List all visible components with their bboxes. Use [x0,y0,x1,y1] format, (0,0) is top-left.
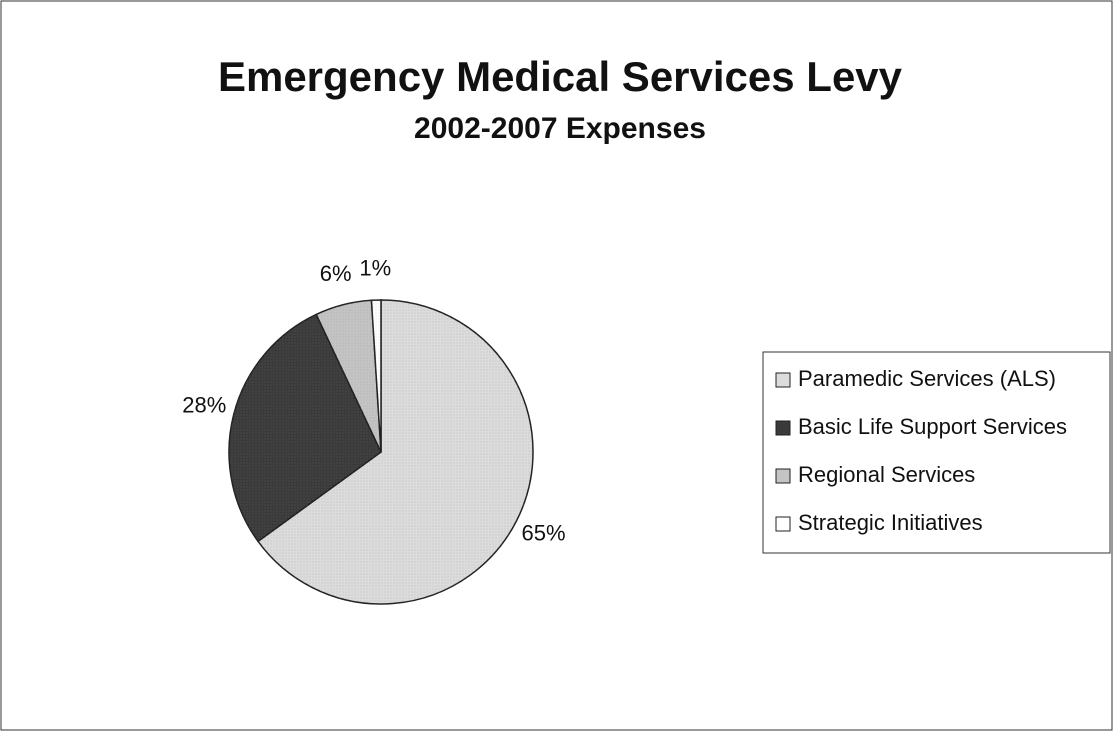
legend-label: Basic Life Support Services [798,414,1067,439]
legend-label: Paramedic Services (ALS) [798,366,1056,391]
legend-box [762,351,1111,554]
data-label: 1% [359,256,391,281]
data-label: 6% [320,261,352,286]
slice-texture [371,300,381,452]
slice-texture [258,300,533,605]
legend-label: Strategic Initiatives [798,510,983,535]
legend-swatch [775,516,791,532]
chart-subtitle: 2002-2007 Expenses [414,112,706,145]
legend-swatch [775,372,791,388]
data-label: 65% [521,521,565,546]
slice-texture [228,314,381,542]
legend-swatch [775,420,791,436]
legend-label: Regional Services [798,462,975,487]
chart-title: Emergency Medical Services Levy [218,53,903,100]
data-label: 28% [182,392,226,417]
legend-swatch [775,468,791,484]
slice-texture [316,300,381,452]
